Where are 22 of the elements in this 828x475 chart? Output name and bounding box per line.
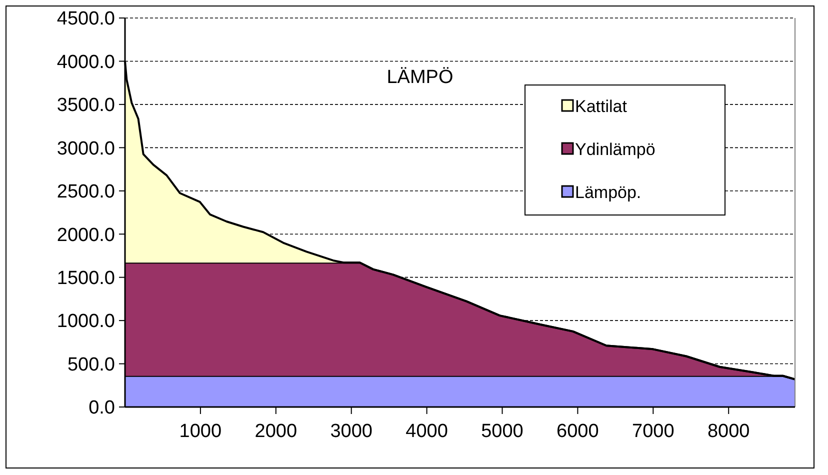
x-tick-label: 3000 — [330, 421, 372, 442]
y-tick-label: 4500.0 — [56, 8, 115, 30]
y-tick-label: 3500.0 — [56, 95, 115, 116]
x-tick-label: 2000 — [254, 421, 298, 442]
legend-label: Kattilat — [575, 96, 628, 116]
y-tick-label: 3000.0 — [56, 138, 115, 160]
y-tick-label: 1500.0 — [56, 268, 115, 289]
y-tick-label: 4000.0 — [56, 52, 115, 73]
y-tick-label: 2500.0 — [56, 182, 115, 203]
y-tick-label: 2000.0 — [56, 224, 115, 246]
legend-label: Lämpöp. — [575, 182, 642, 202]
text: LÄMPÖ — [386, 67, 454, 88]
x-tick-label: 7000 — [632, 421, 674, 442]
y-tick-label: 0.0 — [88, 398, 115, 419]
y-tick-label: 500.0 — [67, 354, 115, 376]
x-tick-label: 8000 — [707, 421, 750, 442]
y-tick-label: 1000.0 — [56, 311, 115, 332]
x-tick-label: 1000 — [179, 421, 222, 442]
x-tick-label: 4000 — [406, 421, 448, 442]
legend-label: Ydinlämpö — [575, 140, 656, 159]
x-tick-label: 6000 — [556, 421, 599, 442]
x-tick-label: 5000 — [481, 421, 524, 442]
